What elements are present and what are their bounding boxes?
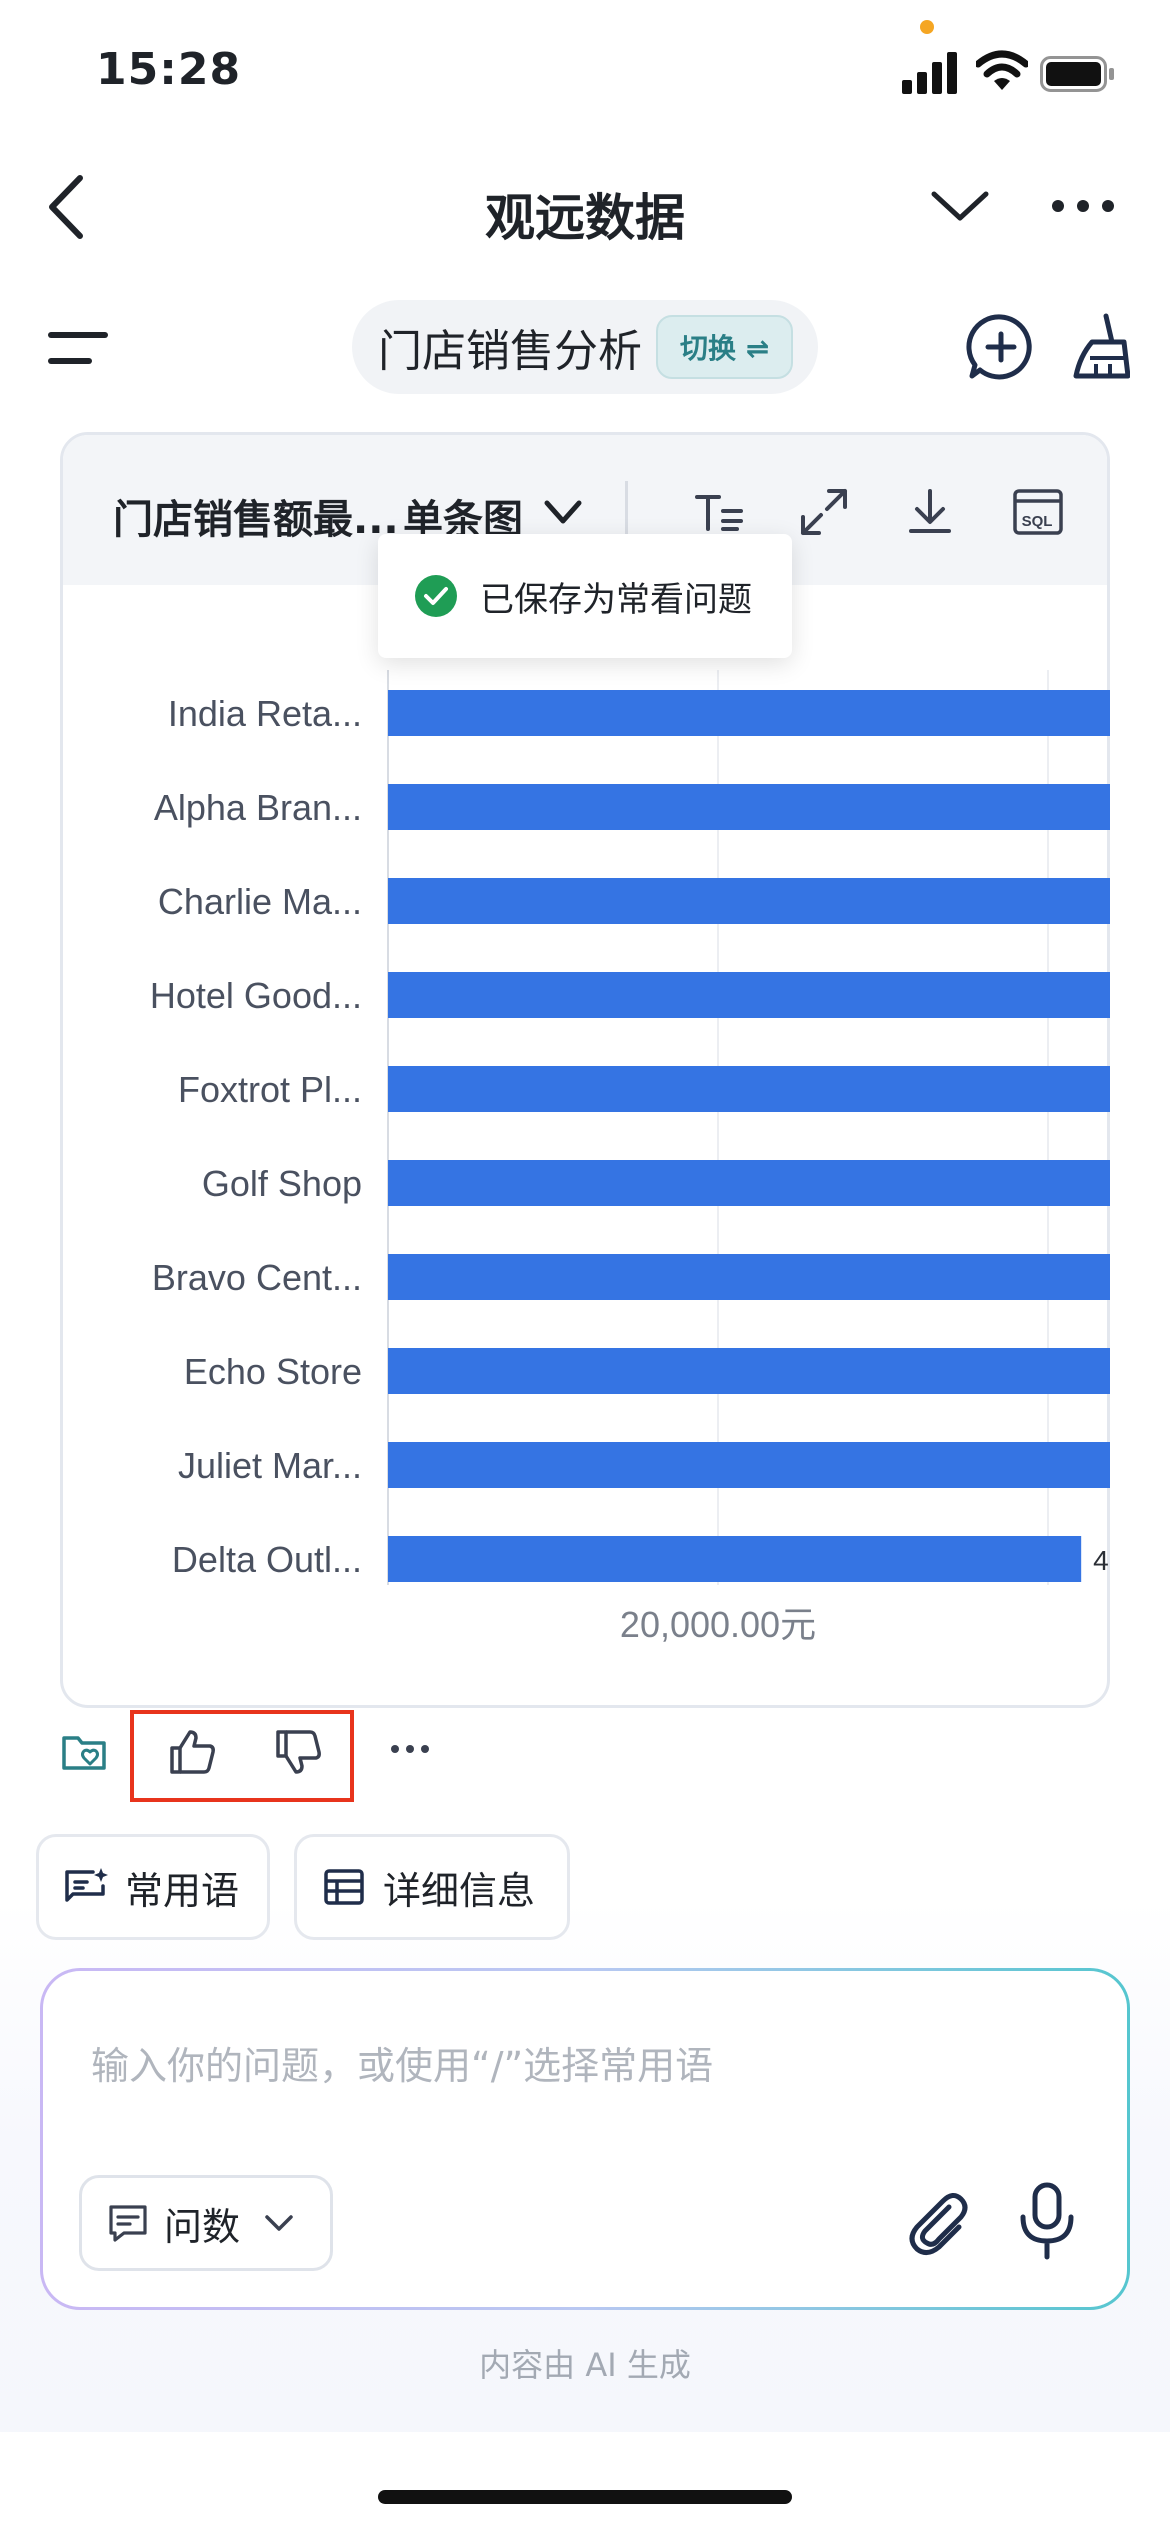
chevron-down-icon[interactable] <box>543 499 583 527</box>
more-icon[interactable] <box>1050 196 1116 216</box>
category-label: Juliet Mar... <box>178 1445 362 1486</box>
chevron-down-icon[interactable] <box>930 186 990 226</box>
category-label: Alpha Bran... <box>154 787 362 828</box>
mode-selector[interactable]: 问数 <box>79 2175 333 2271</box>
category-label: Charlie Ma... <box>158 881 362 922</box>
microphone-icon[interactable] <box>1015 2181 1079 2261</box>
chart-title[interactable]: 门店销售额最... <box>113 497 399 543</box>
page-title: 观远数据 <box>485 189 685 247</box>
saved-toast: 已保存为常看问题 <box>378 534 792 658</box>
home-indicator[interactable] <box>378 2490 792 2504</box>
privacy-indicator <box>920 20 934 34</box>
chip-label: 详细信息 <box>383 1868 536 1913</box>
attachment-icon[interactable] <box>903 2187 973 2257</box>
bar <box>388 1442 1110 1488</box>
header-divider <box>625 481 628 541</box>
chevron-down-icon <box>265 2215 293 2231</box>
category-label: Hotel Good... <box>150 975 362 1016</box>
details-button[interactable]: 详细信息 <box>294 1834 570 1940</box>
topic-selector[interactable]: 门店销售分析 切换 ⇌ <box>352 300 818 394</box>
chip-label: 常用语 <box>125 1868 240 1913</box>
cellular-signal-icon <box>902 52 957 94</box>
menu-icon[interactable] <box>48 330 108 366</box>
data-label: 42,011.14元 <box>1093 1545 1110 1576</box>
bar-chart: India Reta...68,223.15元Alpha Bran...67,5… <box>150 670 1110 1645</box>
switch-label: 切换 ⇌ <box>680 332 770 365</box>
feedback-highlight <box>130 1710 354 1802</box>
bar <box>388 878 1110 924</box>
bar <box>388 784 1110 830</box>
back-icon[interactable] <box>44 172 88 242</box>
x-tick-label: 20,000.00元 <box>620 1604 816 1645</box>
bar <box>388 972 1110 1018</box>
switch-topic-button[interactable]: 切换 ⇌ <box>656 315 794 379</box>
new-chat-icon[interactable] <box>966 312 1036 382</box>
mode-label: 问数 <box>164 2204 241 2249</box>
svg-text:SQL: SQL <box>1022 513 1053 530</box>
expand-icon[interactable] <box>797 485 851 539</box>
check-circle-icon <box>415 575 457 617</box>
chat-input-box: 输入你的问题，或使用“/”选择常用语 问数 <box>40 1968 1130 2310</box>
favorite-folder-icon[interactable] <box>60 1728 108 1776</box>
category-label: Delta Outl... <box>172 1539 362 1580</box>
more-icon[interactable] <box>390 1742 430 1756</box>
bar <box>388 1348 1110 1394</box>
sql-icon[interactable]: SQL <box>1011 485 1065 539</box>
toast-text: 已保存为常看问题 <box>480 579 752 620</box>
bar <box>388 1160 1110 1206</box>
common-phrases-button[interactable]: 常用语 <box>36 1834 270 1940</box>
bar <box>388 1066 1110 1112</box>
category-label: Echo Store <box>184 1351 362 1392</box>
category-label: Foxtrot Pl... <box>178 1069 362 1110</box>
category-label: Bravo Cent... <box>152 1257 362 1298</box>
category-label: Golf Shop <box>202 1163 362 1204</box>
bar <box>388 1254 1110 1300</box>
status-time: 15:28 <box>96 44 242 95</box>
bar <box>388 1536 1082 1582</box>
wifi-icon <box>976 50 1028 90</box>
bar <box>388 690 1110 736</box>
phrase-edit-icon <box>65 1868 108 1902</box>
thumbs-down-icon[interactable] <box>272 1726 324 1778</box>
message-icon <box>109 2205 147 2242</box>
text-format-icon[interactable] <box>691 485 745 539</box>
download-icon[interactable] <box>903 485 957 539</box>
topic-name: 门店销售分析 <box>378 326 642 377</box>
category-label: India Reta... <box>168 693 362 734</box>
thumbs-up-icon[interactable] <box>166 1726 218 1778</box>
clear-broom-icon[interactable] <box>1066 312 1130 382</box>
battery-icon <box>1040 56 1114 92</box>
question-input[interactable]: 输入你的问题，或使用“/”选择常用语 <box>91 2044 714 2088</box>
ai-disclaimer: 内容由 AI 生成 <box>479 2346 691 2384</box>
table-icon <box>324 1869 364 1905</box>
